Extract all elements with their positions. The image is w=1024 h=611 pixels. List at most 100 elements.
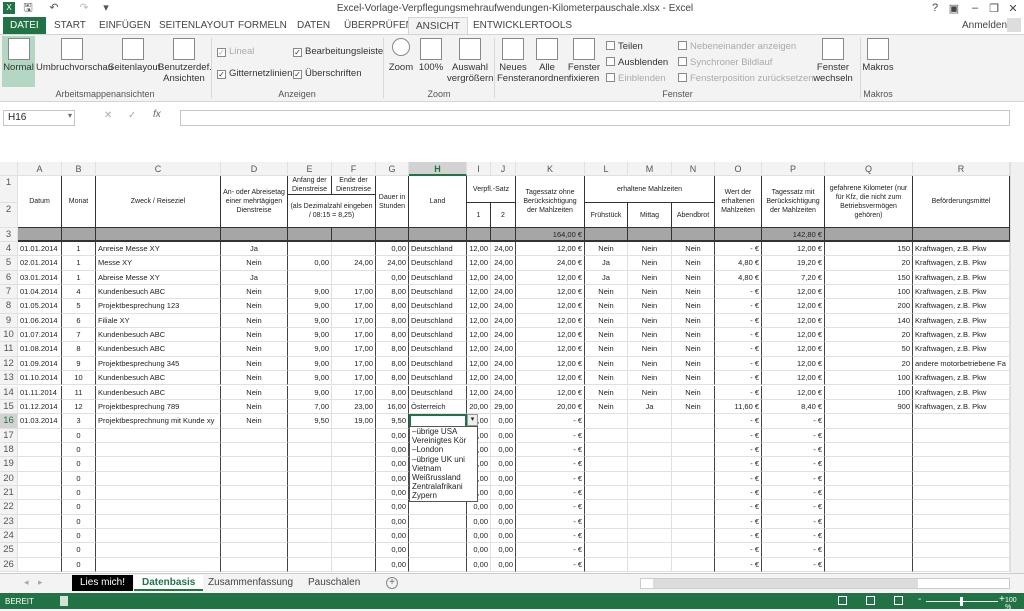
cell-m7[interactable]: Nein [628, 285, 672, 300]
cell-b22[interactable]: 0 [62, 500, 96, 515]
cell-b14[interactable]: 11 [62, 385, 96, 400]
row-header-22[interactable]: 22 [0, 500, 18, 515]
save-icon[interactable]: 🖫 [23, 2, 33, 14]
cell-k10[interactable]: 12,00 € [516, 328, 585, 343]
help-button[interactable]: ? [931, 2, 939, 14]
cell-j6[interactable]: 24,00 [491, 270, 516, 286]
row-header-5[interactable]: 5 [0, 256, 18, 271]
cell-p10[interactable]: 12,00 € [762, 328, 825, 343]
cell-i13[interactable]: 12,00 [467, 371, 491, 386]
cell-i12[interactable]: 12,00 [467, 356, 491, 372]
dropdown-option[interactable]: Zentralafrikani [412, 482, 463, 492]
cell-h4[interactable]: Deutschland [409, 242, 467, 257]
cell-c5[interactable]: Messe XY [96, 256, 221, 271]
cell-p23[interactable]: - € [762, 514, 825, 529]
cell-a23[interactable] [18, 514, 62, 529]
cell-p22[interactable]: - € [762, 500, 825, 515]
cell-r25[interactable] [913, 543, 1010, 558]
row-header-1[interactable]: 1 [0, 176, 18, 203]
cell-r20[interactable] [913, 471, 1010, 486]
cell-m18[interactable] [628, 442, 672, 458]
cell-r17[interactable] [913, 428, 1010, 443]
cell-a22[interactable] [18, 500, 62, 515]
cell-g20[interactable]: 0,00 [376, 471, 409, 486]
cell-m6[interactable]: Nein [628, 270, 672, 286]
cell-d19[interactable] [221, 457, 288, 472]
cell-q19[interactable] [825, 457, 913, 472]
cell-f5[interactable]: 24,00 [332, 256, 376, 271]
cell-h15[interactable]: Österreich [409, 399, 467, 415]
cell-e18[interactable] [288, 442, 332, 458]
cell-e21[interactable] [288, 485, 332, 501]
cell-f6[interactable] [332, 270, 376, 286]
cell-a26[interactable] [18, 557, 62, 573]
dropdown-option[interactable]: Weißrussland [412, 473, 461, 483]
cell-i14[interactable]: 12,00 [467, 385, 491, 400]
cell-m24[interactable] [628, 529, 672, 544]
tab-start[interactable]: START [54, 20, 86, 31]
cell-b12[interactable]: 9 [62, 356, 96, 372]
cell-h14[interactable]: Deutschland [409, 385, 467, 400]
cell-i25[interactable]: 0,00 [467, 543, 491, 558]
ribbon-display-options-icon[interactable]: ▣ [948, 3, 960, 15]
row-header-20[interactable]: 20 [0, 471, 18, 486]
cell-l19[interactable] [585, 457, 628, 472]
cell-l14[interactable]: Nein [585, 385, 628, 400]
cell-a8[interactable]: 01.05.2014 [18, 299, 62, 314]
cell-r22[interactable] [913, 500, 1010, 515]
cell-d23[interactable] [221, 514, 288, 529]
cell-c13[interactable]: Kundenbesuch ABC [96, 371, 221, 386]
cell-h26[interactable] [409, 557, 467, 573]
cell-j15[interactable]: 29,00 [491, 399, 516, 415]
cell-h9[interactable]: Deutschland [409, 313, 467, 329]
cell-p15[interactable]: 8,40 € [762, 399, 825, 415]
cell-d5[interactable]: Nein [221, 256, 288, 271]
name-box[interactable]: H16 [3, 110, 75, 126]
cell-i9[interactable]: 12,00 [467, 313, 491, 329]
zoom-100-button[interactable]: 100% [418, 38, 444, 73]
cell-f25[interactable] [332, 543, 376, 558]
page-break-preview-button[interactable]: Umbruchvorschau [36, 38, 113, 73]
cell-p5[interactable]: 19,20 € [762, 256, 825, 271]
cell-c21[interactable] [96, 485, 221, 501]
row-header-21[interactable]: 21 [0, 485, 18, 501]
cell-l10[interactable]: Nein [585, 328, 628, 343]
cell-d13[interactable]: Nein [221, 371, 288, 386]
cell-j20[interactable]: 0,00 [491, 471, 516, 486]
macro-record-icon[interactable] [60, 596, 68, 606]
cell-f16[interactable]: 19,00 [332, 414, 376, 429]
cell-h11[interactable]: Deutschland [409, 342, 467, 357]
cell-b17[interactable]: 0 [62, 428, 96, 443]
cell-g4[interactable]: 0,00 [376, 242, 409, 257]
cell-p16[interactable]: - € [762, 414, 825, 429]
cell-b18[interactable]: 0 [62, 442, 96, 458]
cell-p8[interactable]: 12,00 € [762, 299, 825, 314]
cell-g5[interactable]: 24,00 [376, 256, 409, 271]
cell-q10[interactable]: 20 [825, 328, 913, 343]
cell-o7[interactable]: - € [715, 285, 762, 300]
cell-o20[interactable]: - € [715, 471, 762, 486]
cell-b4[interactable]: 1 [62, 242, 96, 257]
cell-r12[interactable]: andere motorbetriebene Fa [913, 356, 1010, 372]
cell-k4[interactable]: 12,00 € [516, 242, 585, 257]
cell-a17[interactable] [18, 428, 62, 443]
column-header-k[interactable]: K [516, 162, 585, 176]
cell-m23[interactable] [628, 514, 672, 529]
hide-button[interactable]: Ausblenden [606, 57, 668, 68]
cell-e17[interactable] [288, 428, 332, 443]
cell-i24[interactable]: 0,00 [467, 529, 491, 544]
cell-r9[interactable]: Kraftwagen, z.B. Pkw [913, 313, 1010, 329]
customize-quick-access-icon[interactable]: ▾ [103, 2, 109, 14]
cell-e5[interactable]: 0,00 [288, 256, 332, 271]
cell-o21[interactable]: - € [715, 485, 762, 501]
cell-f7[interactable]: 17,00 [332, 285, 376, 300]
cell-r19[interactable] [913, 457, 1010, 472]
cell-l12[interactable]: Nein [585, 356, 628, 372]
cell-k20[interactable]: - € [516, 471, 585, 486]
cell-b20[interactable]: 0 [62, 471, 96, 486]
row3-cell[interactable] [62, 228, 96, 242]
cell-c23[interactable] [96, 514, 221, 529]
checkbox-gitternetzlinien[interactable]: ✓ Gitternetzlinien [217, 68, 293, 79]
cell-l23[interactable] [585, 514, 628, 529]
cell-d10[interactable]: Nein [221, 328, 288, 343]
